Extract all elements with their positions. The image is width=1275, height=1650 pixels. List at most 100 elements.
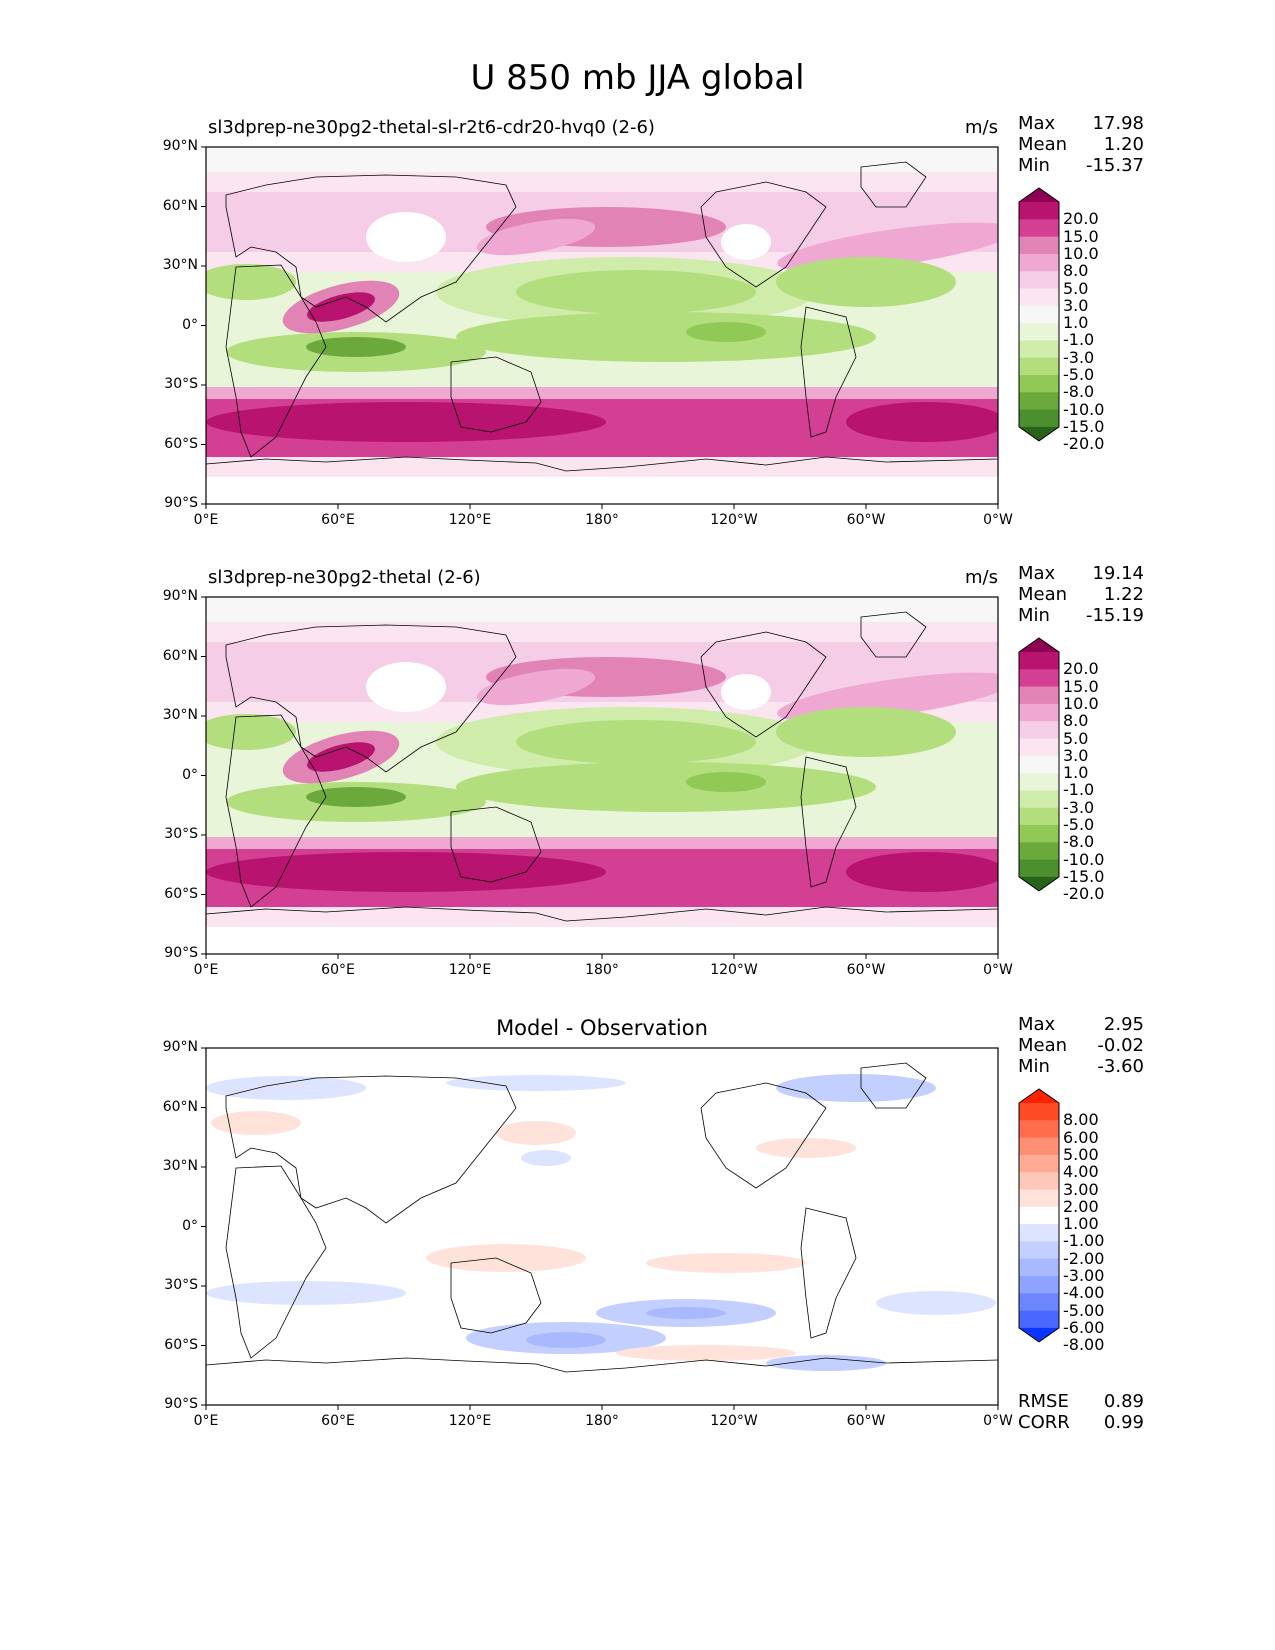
colorbar-segment	[1019, 773, 1059, 791]
colorbar-label: 1.0	[1063, 313, 1089, 333]
coastline	[860, 161, 927, 208]
y-tick-label: 60°N	[162, 1098, 198, 1115]
x-tick-label: 0°W	[983, 512, 1013, 528]
colorbar-segment	[1019, 253, 1059, 272]
y-tick-label: 30°S	[164, 376, 198, 392]
panel-title: Model - Observation	[496, 1016, 708, 1040]
colorbar-label: -20.0	[1063, 434, 1105, 454]
field-antarctic	[206, 927, 998, 954]
field-south-edge	[206, 457, 998, 475]
diff-greenland-negative	[776, 1074, 936, 1102]
colorbar-label: 2.00	[1063, 1196, 1099, 1216]
colorbar-segment	[1019, 1103, 1059, 1121]
coastline	[450, 806, 542, 883]
x-tick-label: 0°E	[193, 962, 219, 978]
stat-value: 19.14	[1092, 563, 1144, 584]
colorbar-label: -5.00	[1063, 1300, 1105, 1320]
colorbar-extend-top	[1019, 638, 1059, 652]
field-east-asia-jet	[476, 668, 596, 706]
units-label: m/s	[965, 117, 998, 138]
diff-south-indian-negative	[206, 1281, 406, 1305]
x-tick-label: 120°W	[710, 1413, 758, 1429]
x-tick-label: 120°E	[448, 962, 492, 978]
coastline	[700, 1082, 827, 1189]
stat-value: 2.95	[1103, 1014, 1144, 1035]
colorbar-label: 3.0	[1063, 745, 1089, 765]
colorbar-label: 3.0	[1063, 295, 1089, 315]
x-tick-label: 60°W	[846, 512, 886, 528]
field-south-pacific-trades	[456, 762, 876, 812]
coastline	[225, 264, 327, 458]
antarctic-coastline	[206, 1357, 998, 1373]
stat-value: 1.22	[1103, 584, 1144, 605]
diff-europe-positive	[211, 1111, 301, 1135]
coastline	[860, 1062, 927, 1109]
x-tick-label: 180°	[585, 512, 619, 528]
colorbar-outline	[1018, 187, 1060, 442]
y-tick-label: 90°N	[162, 138, 198, 154]
colorbar-label: -10.0	[1063, 849, 1105, 869]
field-somali-jet	[307, 292, 375, 322]
coastline	[860, 611, 927, 658]
colorbar-extend-top	[1019, 1089, 1059, 1103]
stat-value: 1.20	[1103, 134, 1144, 155]
field-antarctic	[206, 477, 998, 504]
colorbar-segment	[1019, 202, 1059, 220]
colorbar-extend-bottom	[1019, 876, 1059, 891]
colorbar-extend-bottom	[1019, 426, 1059, 441]
colorbar-label: 20.0	[1063, 659, 1099, 679]
colorbar-segment	[1019, 1189, 1059, 1208]
map-panel	[205, 146, 999, 505]
field-rockies-calm	[721, 224, 771, 260]
x-tick-label: 60°E	[321, 962, 355, 978]
field-african-easterly	[206, 714, 296, 750]
stat-label: Mean	[1018, 134, 1068, 155]
colorbar-label: 3.00	[1063, 1179, 1099, 1199]
coastline	[225, 624, 517, 773]
colorbar-label: 15.0	[1063, 676, 1099, 696]
x-tick-label: 60°W	[846, 1413, 886, 1429]
y-tick-label: 0°	[182, 766, 198, 783]
stat-value: 17.98	[1092, 113, 1144, 134]
colorbar-extend-bottom	[1019, 1327, 1059, 1342]
coastline	[700, 181, 827, 288]
colorbar-label: 8.0	[1063, 711, 1089, 731]
colorbar-segment	[1019, 1172, 1059, 1190]
colorbar-segment	[1019, 409, 1059, 428]
colorbar-label: 20.0	[1063, 209, 1099, 229]
stat-label: Min	[1018, 1056, 1050, 1077]
colorbar-label: -1.0	[1063, 330, 1095, 350]
diff-drake-negative	[766, 1355, 886, 1371]
stat-value: 0.99	[1103, 1412, 1144, 1433]
colorbar-segment	[1019, 686, 1059, 705]
colorbar-label: -8.0	[1063, 382, 1095, 402]
coastline	[450, 356, 542, 433]
colorbar-label: 8.0	[1063, 261, 1089, 281]
coastline	[800, 306, 857, 438]
colorbar-label: -4.00	[1063, 1283, 1105, 1303]
y-tick-label: 30°N	[162, 707, 198, 723]
colorbar-outline	[1018, 637, 1060, 892]
colorbar-segment	[1019, 357, 1059, 376]
field-arctic	[206, 597, 998, 622]
diff-southern-positive	[616, 1345, 796, 1361]
colorbar-segment	[1019, 859, 1059, 878]
x-tick-label: 60°E	[321, 512, 355, 528]
colorbar-segment	[1019, 825, 1059, 843]
diff-south-pacific-core	[646, 1307, 726, 1319]
x-tick-label: 0°W	[983, 962, 1013, 978]
field-african-easterly	[206, 264, 296, 300]
y-tick-label: 60°N	[162, 647, 198, 664]
colorbar-segment	[1019, 842, 1059, 861]
stat-value: -15.19	[1085, 605, 1144, 626]
field-south-pacific-trades	[456, 312, 876, 362]
colorbar-segment	[1019, 1276, 1059, 1294]
panel-title: sl3dprep-ne30pg2-thetal (2-6)	[208, 567, 481, 588]
colorbar-outline	[1018, 1088, 1060, 1343]
colorbar-label: -3.00	[1063, 1266, 1105, 1285]
x-tick-label: 0°W	[983, 1413, 1013, 1429]
field-arctic	[206, 147, 998, 172]
x-tick-label: 120°E	[448, 1413, 492, 1429]
colorbar-segment	[1019, 738, 1059, 757]
y-tick-label: 30°N	[162, 257, 198, 273]
